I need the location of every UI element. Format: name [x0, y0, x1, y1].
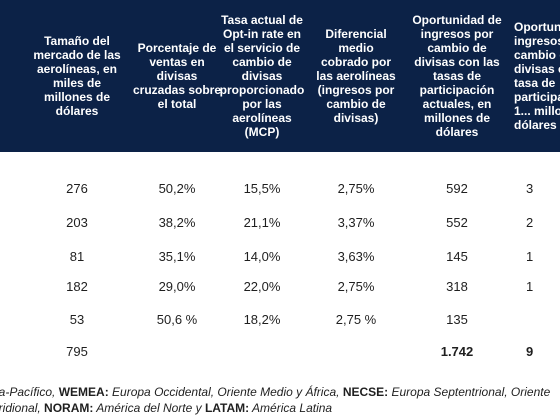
cell-market-size: 53: [69, 312, 85, 327]
footnote-line-2: Meridional, NORAM: América del Norte y L…: [0, 400, 332, 416]
cell-current-revenue: 318: [446, 279, 468, 294]
cell-full-revenue: [526, 310, 560, 330]
table-row: 203 38,2% 21,1% 3,37% 552 2: [0, 213, 560, 233]
table-row: 81 35,1% 14,0% 3,63% 145 1: [0, 247, 560, 267]
cell-full-revenue: 3: [526, 181, 534, 196]
cell-cross-currency-share: 29,0%: [158, 279, 196, 294]
cell-average-spread: 2,75%: [337, 181, 375, 196]
region-code-wemea: WEMEA:: [58, 385, 109, 399]
total-row: 795 1.742 9: [0, 342, 560, 362]
footnote-text: Europa Septentrional, Oriente: [388, 385, 551, 399]
cell-cross-currency-share: 50,6 %: [156, 312, 198, 327]
cell-opt-in-rate: 18,2%: [243, 312, 281, 327]
region-code-necse: NECSE:: [342, 385, 389, 399]
total-current-revenue: 1.742: [440, 344, 474, 359]
cell-opt-in-rate: 21,1%: [243, 215, 281, 230]
footnote-text: América Latina: [249, 401, 333, 415]
footnote-text: Europa Occidental, Oriente Medio y Áfric…: [108, 385, 343, 399]
cell-full-revenue: 2: [526, 215, 534, 230]
header-full-revenue-opportunity: Oportunidad de ingresos por cambio de di…: [514, 20, 560, 132]
cell-cross-currency-share: 50,2%: [158, 181, 196, 196]
cell-full-revenue: 1: [526, 249, 534, 264]
cell-current-revenue: 135: [446, 312, 468, 327]
cell-average-spread: 3,37%: [337, 215, 375, 230]
footnote-line-1: Asia-Pacífico, WEMEA: Europa Occidental,…: [0, 384, 550, 400]
cell-market-size: 203: [66, 215, 88, 230]
table-row: 53 50,6 % 18,2% 2,75 % 135: [0, 310, 560, 330]
header-opt-in-rate: Tasa actual de Opt-in rate en el servici…: [219, 13, 305, 139]
table-row: 182 29,0% 22,0% 2,75% 318 1: [0, 277, 560, 297]
header-cross-currency-share: Porcentaje de ventas en divisas cruzadas…: [132, 41, 222, 111]
footnote-text: América del Norte y: [93, 401, 205, 415]
footnote-text: Asia-Pacífico,: [0, 385, 56, 399]
cell-average-spread: 2,75 %: [335, 312, 377, 327]
total-market-size: 795: [66, 344, 88, 359]
cell-average-spread: 3,63%: [337, 249, 375, 264]
cell-opt-in-rate: 14,0%: [243, 249, 281, 264]
header-market-size: Tamaño del mercado de las aerolíneas, en…: [33, 34, 121, 118]
cell-market-size: 81: [69, 249, 85, 264]
cell-current-revenue: 592: [446, 181, 468, 196]
cell-cross-currency-share: 35,1%: [158, 249, 196, 264]
table-header: Tamaño del mercado de las aerolíneas, en…: [0, 0, 560, 152]
header-current-revenue-opportunity: Oportunidad de ingresos por cambio de di…: [412, 13, 502, 139]
cell-cross-currency-share: 38,2%: [158, 215, 196, 230]
header-average-spread: Diferencial medio cobrado por las aerolí…: [316, 27, 396, 125]
cell-market-size: 276: [66, 181, 88, 196]
cell-full-revenue: 1: [526, 279, 534, 294]
table-row: 276 50,2% 15,5% 2,75% 592 3: [0, 179, 560, 199]
footnote-text: Meridional,: [0, 401, 41, 415]
cell-market-size: 182: [66, 279, 88, 294]
total-full-revenue: 9: [526, 344, 534, 359]
cell-average-spread: 2,75%: [337, 279, 375, 294]
region-code-noram: NORAM:: [44, 401, 94, 415]
cell-opt-in-rate: 15,5%: [243, 181, 281, 196]
cell-current-revenue: 552: [446, 215, 468, 230]
region-code-latam: LATAM:: [204, 401, 250, 415]
cell-current-revenue: 145: [446, 249, 468, 264]
cell-opt-in-rate: 22,0%: [243, 279, 281, 294]
